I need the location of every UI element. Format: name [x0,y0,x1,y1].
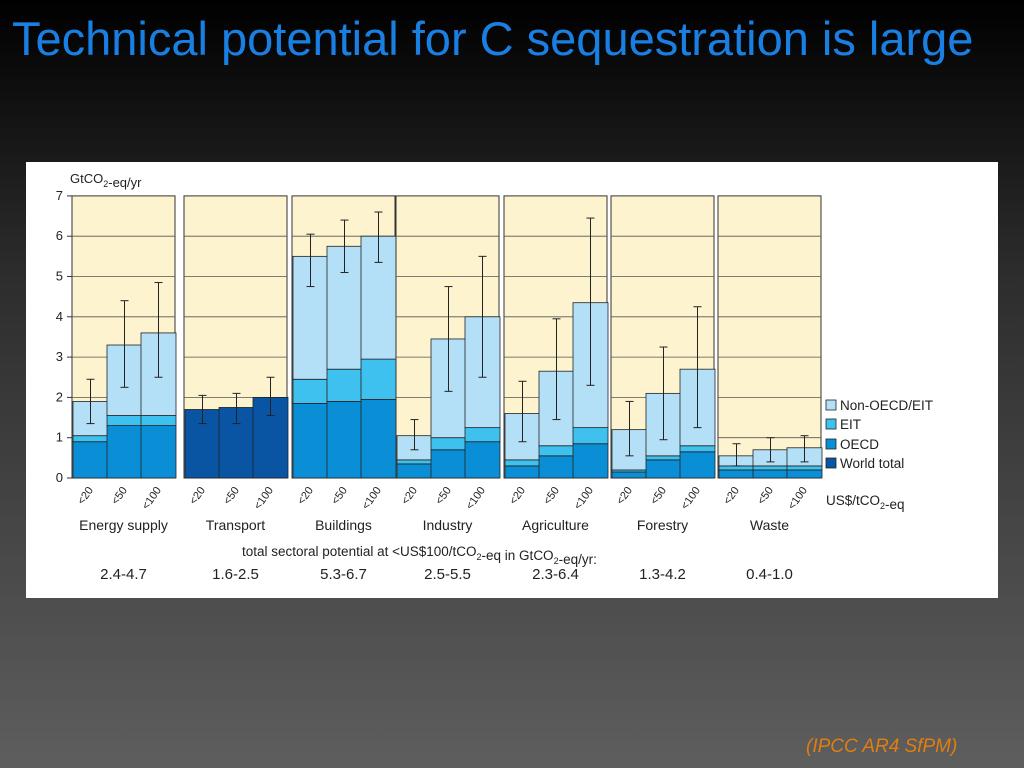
oecd-bar [752,469,789,479]
sector-label: Agriculture [522,517,589,533]
eit-bar [140,415,177,427]
oecd-bar [396,463,433,479]
eit-bar [718,465,755,471]
legend-non-oecd-eit-label: Non-OECD/EIT [840,398,933,413]
oecd-bar [611,471,648,479]
slide-title: Technical potential for C sequestration … [12,12,974,65]
price-tick-label: <50 [109,485,130,507]
eit-bar [292,378,329,404]
oecd-bar [786,469,823,479]
oecd-bar [72,441,109,479]
oecd-bar [140,425,177,479]
price-tick-label: <50 [329,485,350,507]
price-tick-label: <20 [399,485,420,507]
oecd-bar [360,399,397,479]
eit-bar [396,459,433,465]
y-tick-label: 5 [56,269,63,284]
oecd-bar [504,465,541,479]
eit-bar [538,445,575,457]
price-tick-label: <20 [614,485,635,507]
sector-potential-value: 1.3-4.2 [639,566,686,583]
price-tick-label: <100 [360,485,384,512]
eit-bar [679,445,716,453]
eit-bar [72,435,109,443]
y-axis-label: GtCO2-eq/yr [70,171,142,190]
sector-potential-value: 0.4-1.0 [746,566,793,583]
eit-bar [326,368,363,402]
eit-bar [572,427,609,445]
oecd-bar [292,403,329,479]
non-oecd-eit-bar [360,235,397,360]
sector-potential-chart: GtCO2-eq/yr 0 1 2 3 4 5 6 7 <20 <50 <100 Energy supp… [56,171,933,583]
price-tick-label: <50 [648,485,669,507]
legend-oecd-label: OECD [840,437,879,452]
sector-label: Forestry [637,517,688,533]
y-tick-label: 7 [56,188,63,203]
sector-potential-value: 2.5-5.5 [424,566,471,583]
eit-bar [106,415,143,427]
eit-bar [645,455,682,461]
eit-bar [752,465,789,471]
price-tick-label: <20 [721,485,742,507]
y-tick-label: 3 [56,349,63,364]
oecd-bar [326,401,363,479]
price-tick-label: <50 [433,485,454,507]
oecd-bar [645,459,682,479]
oecd-bar [464,441,501,479]
y-tick-label: 0 [56,470,63,485]
price-tick-label: <100 [786,485,810,512]
chart-panel: GtCO2-eq/yr 0 1 2 3 4 5 6 7 <20 <50 <100 Energy supp… [26,162,998,598]
legend-eit-swatch [825,418,837,430]
legend-eit-label: EIT [840,417,861,432]
price-tick-label: <50 [541,485,562,507]
sector-panel [717,195,822,479]
price-tick-label: <20 [187,485,208,507]
oecd-bar [430,449,467,479]
price-tick-label: <100 [464,485,488,512]
eit-bar [430,437,467,451]
price-tick-label: <100 [679,485,703,512]
legend-world-total-label: World total [840,456,904,471]
price-tick-label: <50 [221,485,242,507]
legend-oecd-swatch [825,438,837,450]
sector-label: Transport [206,517,266,533]
price-tick-label: <100 [140,485,164,512]
oecd-bar [679,451,716,479]
price-tick-label: <20 [75,485,96,507]
eit-bar [360,358,397,400]
price-unit-label: US$/tCO2-eq [826,493,905,512]
price-tick-label: <20 [295,485,316,507]
sector-potential-value: 5.3-6.7 [320,566,367,583]
eit-bar [786,465,823,471]
sector-label: Waste [750,517,789,533]
y-tick-label: 4 [56,309,63,324]
legend-world-total-swatch [825,457,837,469]
eit-bar [504,459,541,467]
legend-non-oecd-eit-swatch [825,399,837,411]
price-tick-label: <50 [755,485,776,507]
y-tick-label: 1 [56,430,63,445]
citation: (IPCC AR4 SfPM) [806,736,958,757]
y-tick-label: 2 [56,389,63,404]
sector-label: Industry [423,517,473,533]
sector-potential-value: 2.4-4.7 [100,566,147,583]
sector-label: Buildings [315,517,372,533]
eit-bar [464,427,501,443]
price-tick-label: <100 [252,485,276,512]
oecd-bar [538,455,575,479]
oecd-bar [106,425,143,479]
oecd-bar [572,443,609,479]
price-tick-label: <20 [507,485,528,507]
sector-potential-value: 2.3-6.4 [532,566,579,583]
sector-potential-value: 1.6-2.5 [212,566,259,583]
oecd-bar [718,469,755,479]
sector-label: Energy supply [79,517,168,533]
price-tick-label: <100 [572,485,596,512]
potential-caption: total sectoral potential at <US$100/tCO2… [242,544,597,567]
y-tick-label: 6 [56,228,63,243]
